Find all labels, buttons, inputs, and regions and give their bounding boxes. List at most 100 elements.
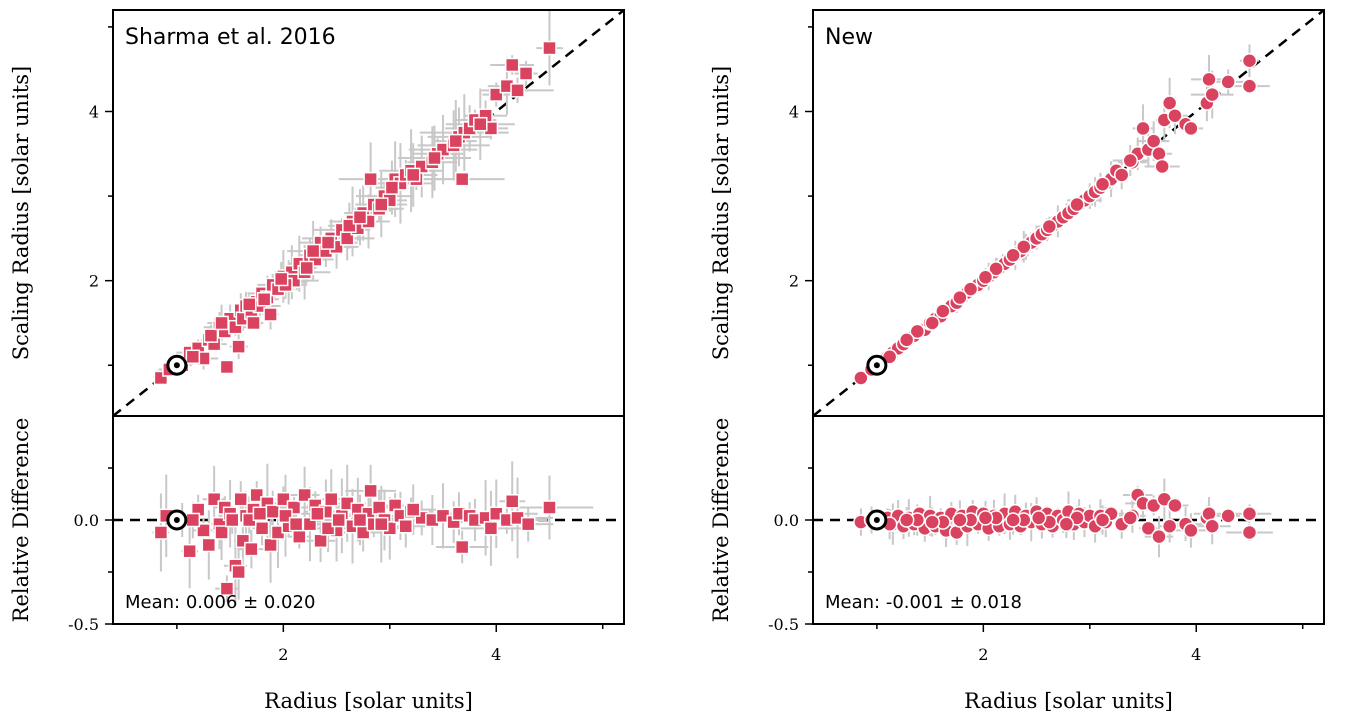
y-tick-label: -0.5 <box>68 615 99 634</box>
residual-point <box>320 521 336 536</box>
data-point <box>1183 120 1199 137</box>
y-tick-label: 4 <box>89 103 99 122</box>
data-point <box>405 167 421 183</box>
residual-point <box>153 525 169 540</box>
residual-point <box>276 491 291 507</box>
data-point <box>448 133 464 149</box>
residual-point <box>288 516 304 532</box>
data-point <box>256 292 272 307</box>
residual-point <box>454 539 470 555</box>
residual-point <box>977 510 994 526</box>
x-axis-label: Radius [solar units] <box>264 689 473 713</box>
residual-point <box>310 506 325 522</box>
plot-frame <box>112 9 625 625</box>
x-tick-label: 2 <box>978 645 988 664</box>
y-tick-label: -0.5 <box>768 615 799 634</box>
residual-point <box>252 506 268 522</box>
data-point <box>203 328 219 343</box>
residual-point <box>924 514 940 530</box>
residual-point <box>352 512 368 528</box>
residual-point <box>224 512 240 528</box>
data-point <box>305 243 321 259</box>
residual-point <box>297 487 312 503</box>
residual-point <box>233 491 248 507</box>
residual-point <box>201 537 217 553</box>
data-point <box>320 235 336 250</box>
data-point <box>853 370 869 386</box>
panel-sharma: 2 4 2 4 0.0 -0.5 Sharma et al. 2016 Mean: 0.006… <box>9 9 625 713</box>
data-point <box>1041 218 1058 235</box>
data-point <box>988 261 1004 277</box>
ticks <box>805 26 1304 632</box>
data-point <box>374 197 389 212</box>
data-point <box>1069 196 1085 213</box>
residual-point <box>185 512 201 528</box>
data-point <box>1154 158 1170 175</box>
data-point <box>352 209 368 225</box>
data-point <box>342 218 357 233</box>
data-point <box>962 281 979 297</box>
y-axis-label-bottom: Relative Difference <box>9 418 33 623</box>
y-axis-label-bottom: Relative Difference <box>709 418 733 623</box>
data-point <box>898 332 915 348</box>
residual-point <box>231 564 246 580</box>
residual-point <box>542 500 557 515</box>
residual-point <box>1204 518 1220 534</box>
sun-marker-dot <box>873 517 880 523</box>
residual-point <box>263 537 278 553</box>
residual-point <box>244 541 259 557</box>
data-point <box>231 339 246 354</box>
x-axis-label: Radius [solar units] <box>964 689 1173 713</box>
data-point <box>473 116 488 132</box>
data-point <box>1161 95 1178 111</box>
data-point <box>1241 78 1258 94</box>
data-point <box>219 359 235 375</box>
data-point <box>977 269 994 286</box>
data-point <box>273 271 289 287</box>
upper-plot-area <box>113 10 624 416</box>
residual-point <box>483 521 499 536</box>
data-point <box>1220 74 1236 90</box>
residual-point <box>254 521 270 536</box>
y-axis-label-top: Scaling Radius [solar units] <box>709 66 733 360</box>
data-point <box>214 315 229 331</box>
residual-point <box>1220 508 1236 524</box>
panel-title: New <box>825 25 873 50</box>
sun-marker-dot <box>873 362 880 369</box>
data-point <box>1204 86 1220 103</box>
residual-point <box>371 500 387 515</box>
x-tick-label: 2 <box>278 645 288 664</box>
data-point <box>504 57 520 73</box>
residual-point <box>1094 512 1111 528</box>
residual-point <box>504 494 520 509</box>
mean-label: Mean: 0.006 ± 0.020 <box>125 592 315 613</box>
data-point <box>1145 133 1162 149</box>
data-point <box>924 315 940 331</box>
data-point <box>1016 239 1032 255</box>
residual-point <box>1030 510 1047 526</box>
data-point <box>1113 167 1130 183</box>
ticks <box>105 26 604 632</box>
panel-new: 2 4 2 4 0.0 -0.5 New Mean: -0.001 ± 0.018 Radius… <box>709 9 1325 713</box>
data-point <box>1005 247 1021 264</box>
data-point <box>1151 146 1167 162</box>
data-point <box>935 303 951 319</box>
data-point <box>1122 152 1138 169</box>
residual-point <box>331 512 346 528</box>
x-tick-label: 4 <box>491 645 501 664</box>
lower-plot-area <box>813 478 1324 558</box>
residual-point <box>520 516 536 532</box>
residual-point <box>1161 518 1178 534</box>
panel-title: Sharma et al. 2016 <box>125 25 336 50</box>
data-point <box>185 349 201 365</box>
data-point <box>454 171 470 187</box>
data-point <box>1135 120 1151 137</box>
data-point <box>263 307 278 322</box>
residual-point <box>952 512 968 528</box>
residual-point <box>405 502 421 517</box>
residual-point <box>182 543 197 559</box>
x-tick-label: 4 <box>1191 645 1201 664</box>
residual-point <box>1005 512 1021 528</box>
data-point <box>1201 71 1217 88</box>
